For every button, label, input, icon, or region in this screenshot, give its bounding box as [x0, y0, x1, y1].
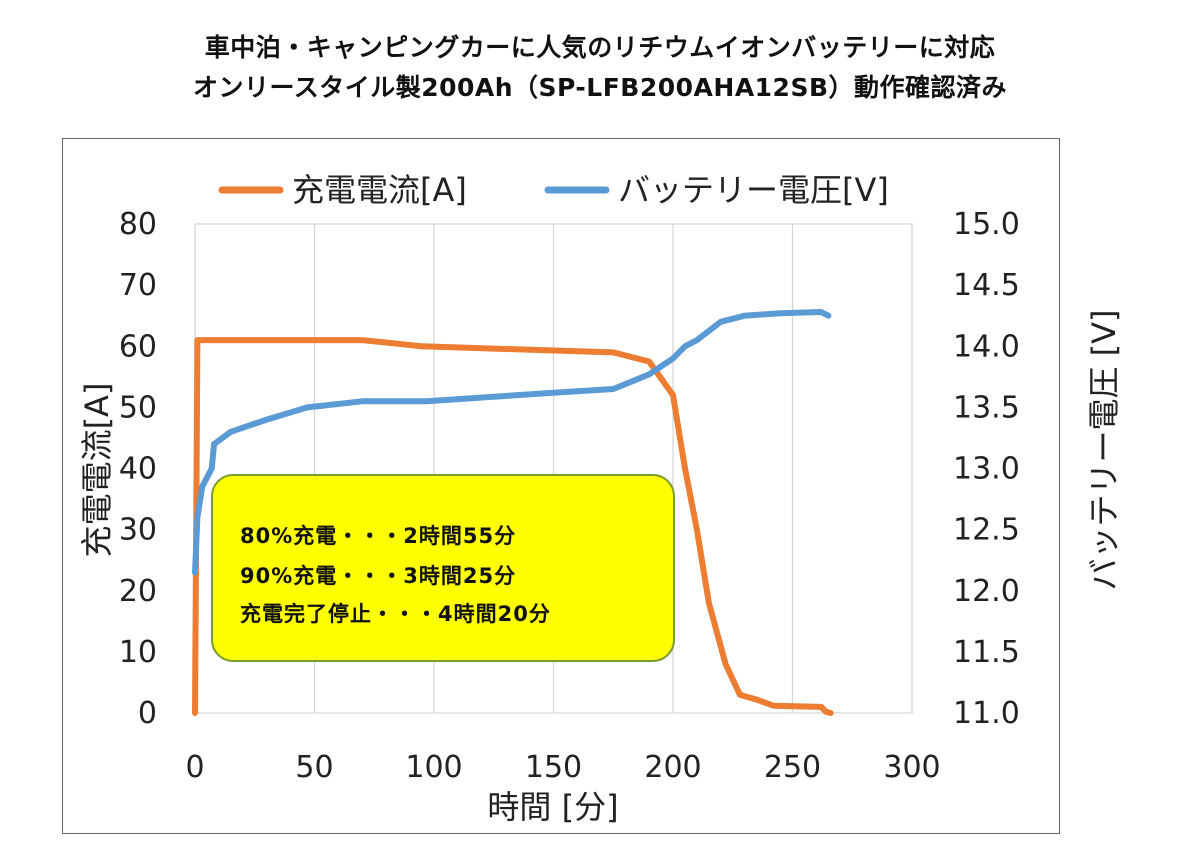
x-axis-title: 時間 [分] [487, 788, 618, 826]
x-tick-label: 0 [185, 750, 204, 785]
y-right-tick-label: 12.5 [953, 513, 1020, 548]
x-tick-label: 100 [405, 750, 462, 785]
y-right-axis-title: バッテリー電圧 [V] [1085, 309, 1123, 590]
y-left-tick-label: 50 [119, 390, 157, 425]
annotation-box [211, 474, 675, 662]
annotation-line: 80%充電・・・2時間55分 [240, 524, 517, 548]
annotation-line: 90%充電・・・3時間25分 [240, 564, 517, 588]
y-left-tick-label: 0 [138, 696, 157, 731]
x-tick-label: 50 [295, 750, 333, 785]
y-left-axis-title: 充電電流[A] [78, 383, 116, 558]
y-right-tick-label: 13.5 [953, 390, 1020, 425]
chart-frame [62, 138, 1060, 834]
series-line-current [192, 337, 834, 716]
y-left-tick-label: 70 [119, 268, 157, 303]
y-left-tick-label: 10 [119, 635, 157, 670]
y-right-tick-label: 14.5 [953, 268, 1020, 303]
chart-subtitle: オンリースタイル製200Ah（SP-LFB200AHA12SB）動作確認済み [192, 73, 1008, 102]
y-right-tick-label: 11.5 [953, 635, 1020, 670]
x-tick-label: 300 [883, 750, 940, 785]
y-left-tick-label: 80 [119, 207, 157, 242]
y-right-tick-label: 14.0 [953, 329, 1020, 364]
x-tick-label: 200 [644, 750, 701, 785]
series-line-voltage [192, 309, 832, 576]
y-right-tick-label: 12.0 [953, 574, 1020, 609]
legend-label: 充電電流[A] [292, 171, 467, 209]
y-left-tick-label: 40 [119, 452, 157, 487]
y-right-tick-label: 15.0 [953, 207, 1020, 242]
annotation-line: 充電完了停止・・・4時間20分 [240, 602, 551, 626]
legend-label: バッテリー電圧[V] [618, 171, 889, 209]
chart-title: 車中泊・キャンピングカーに人気のリチウムイオンバッテリーに対応 [204, 33, 996, 62]
y-left-tick-label: 60 [119, 329, 157, 364]
x-tick-label: 150 [525, 750, 582, 785]
y-right-tick-label: 13.0 [953, 452, 1020, 487]
y-right-tick-label: 11.0 [953, 696, 1020, 731]
x-tick-label: 250 [764, 750, 821, 785]
y-left-tick-label: 20 [119, 574, 157, 609]
y-left-tick-label: 30 [119, 513, 157, 548]
